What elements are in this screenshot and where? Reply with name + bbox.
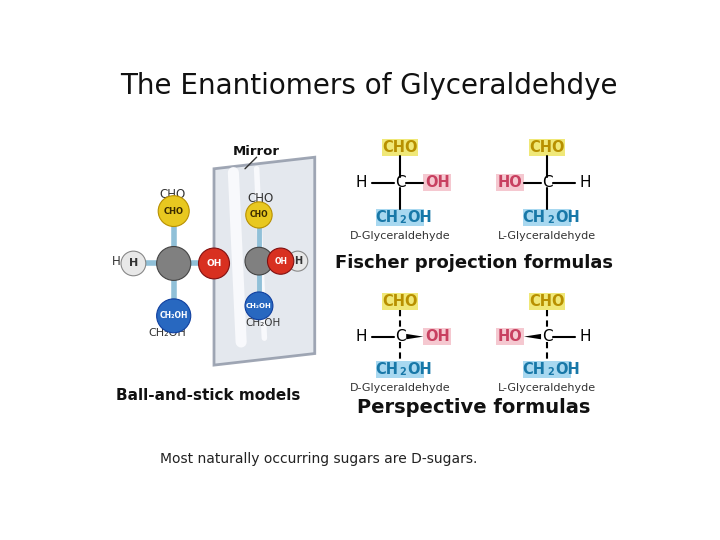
Text: C: C: [395, 329, 405, 344]
FancyBboxPatch shape: [376, 209, 424, 226]
Text: 2: 2: [547, 214, 554, 225]
FancyBboxPatch shape: [529, 294, 565, 310]
Text: OH: OH: [555, 210, 580, 225]
Text: C: C: [542, 175, 552, 190]
Text: The Enantiomers of Glyceraldehdye: The Enantiomers of Glyceraldehdye: [120, 72, 618, 100]
Text: Perspective formulas: Perspective formulas: [357, 398, 590, 417]
Text: L-Glyceraldehyde: L-Glyceraldehyde: [498, 383, 596, 393]
Circle shape: [121, 251, 145, 276]
FancyBboxPatch shape: [423, 174, 451, 191]
Text: CH: CH: [523, 210, 546, 225]
Text: 2: 2: [547, 367, 554, 377]
Circle shape: [158, 195, 189, 226]
Text: H: H: [129, 259, 138, 268]
FancyBboxPatch shape: [523, 361, 571, 378]
Circle shape: [245, 292, 273, 320]
Circle shape: [157, 299, 191, 333]
Text: Most naturally occurring sugars are D-sugars.: Most naturally occurring sugars are D-su…: [160, 452, 477, 466]
FancyBboxPatch shape: [496, 174, 524, 191]
Text: HO: HO: [498, 175, 523, 190]
Text: L-Glyceraldehyde: L-Glyceraldehyde: [498, 231, 596, 241]
Circle shape: [245, 247, 273, 275]
Text: 2: 2: [400, 214, 407, 225]
FancyBboxPatch shape: [376, 361, 424, 378]
FancyBboxPatch shape: [382, 139, 418, 157]
Text: HO: HO: [498, 329, 523, 344]
Text: OH: OH: [425, 329, 449, 344]
Text: Ball-and-stick models: Ball-and-stick models: [116, 388, 300, 403]
Text: Mirror: Mirror: [233, 145, 280, 158]
Text: H: H: [356, 175, 367, 190]
Text: C: C: [542, 329, 552, 344]
Text: OH: OH: [274, 256, 287, 266]
Text: CH₂OH: CH₂OH: [246, 303, 272, 309]
Text: CHO: CHO: [382, 294, 418, 309]
Text: OH: OH: [555, 362, 580, 377]
Text: CHO: CHO: [159, 188, 185, 201]
Text: H: H: [112, 255, 121, 268]
Text: CH₂OH: CH₂OH: [148, 328, 186, 338]
Circle shape: [199, 248, 230, 279]
Text: CHO: CHO: [529, 140, 565, 156]
Text: CHO: CHO: [529, 294, 565, 309]
Text: Fischer projection formulas: Fischer projection formulas: [335, 254, 613, 273]
FancyBboxPatch shape: [382, 294, 418, 310]
Text: H: H: [580, 329, 591, 344]
Text: H: H: [294, 256, 302, 266]
Polygon shape: [524, 334, 541, 339]
Text: OH: OH: [408, 362, 433, 377]
Text: CH₂OH: CH₂OH: [246, 318, 281, 328]
Text: CHO: CHO: [163, 207, 184, 215]
Text: D-Glyceraldehyde: D-Glyceraldehyde: [350, 231, 450, 241]
Polygon shape: [214, 157, 315, 365]
Circle shape: [287, 251, 307, 271]
Text: CH: CH: [523, 362, 546, 377]
FancyBboxPatch shape: [423, 328, 451, 345]
Polygon shape: [406, 334, 423, 339]
Text: CHO: CHO: [250, 211, 269, 219]
Text: D-Glyceraldehyde: D-Glyceraldehyde: [350, 383, 450, 393]
FancyBboxPatch shape: [529, 139, 565, 157]
Text: CHO: CHO: [248, 192, 274, 205]
Text: CH: CH: [375, 362, 398, 377]
FancyBboxPatch shape: [496, 328, 524, 345]
Circle shape: [246, 202, 272, 228]
Text: OH: OH: [408, 210, 433, 225]
Text: CH: CH: [375, 210, 398, 225]
Text: H: H: [580, 175, 591, 190]
Text: H: H: [356, 329, 367, 344]
Circle shape: [157, 247, 191, 280]
Text: C: C: [395, 175, 405, 190]
Text: 2: 2: [400, 367, 407, 377]
Text: CH₂OH: CH₂OH: [159, 312, 188, 320]
Text: CHO: CHO: [382, 140, 418, 156]
Text: OH: OH: [425, 175, 449, 190]
Text: OH: OH: [207, 259, 222, 268]
FancyBboxPatch shape: [523, 209, 571, 226]
Circle shape: [267, 248, 294, 274]
